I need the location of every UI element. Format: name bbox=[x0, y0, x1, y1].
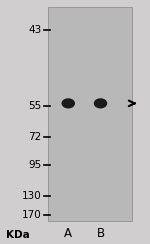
Text: A: A bbox=[64, 227, 72, 240]
Text: 43: 43 bbox=[28, 25, 41, 35]
Ellipse shape bbox=[61, 98, 75, 109]
Text: 72: 72 bbox=[28, 132, 41, 142]
Text: 170: 170 bbox=[21, 210, 41, 220]
Text: 95: 95 bbox=[28, 160, 41, 170]
FancyBboxPatch shape bbox=[48, 7, 132, 221]
Text: B: B bbox=[96, 227, 105, 240]
Text: 130: 130 bbox=[21, 191, 41, 201]
Ellipse shape bbox=[94, 98, 107, 109]
Text: 55: 55 bbox=[28, 101, 41, 111]
Text: KDa: KDa bbox=[6, 230, 30, 240]
